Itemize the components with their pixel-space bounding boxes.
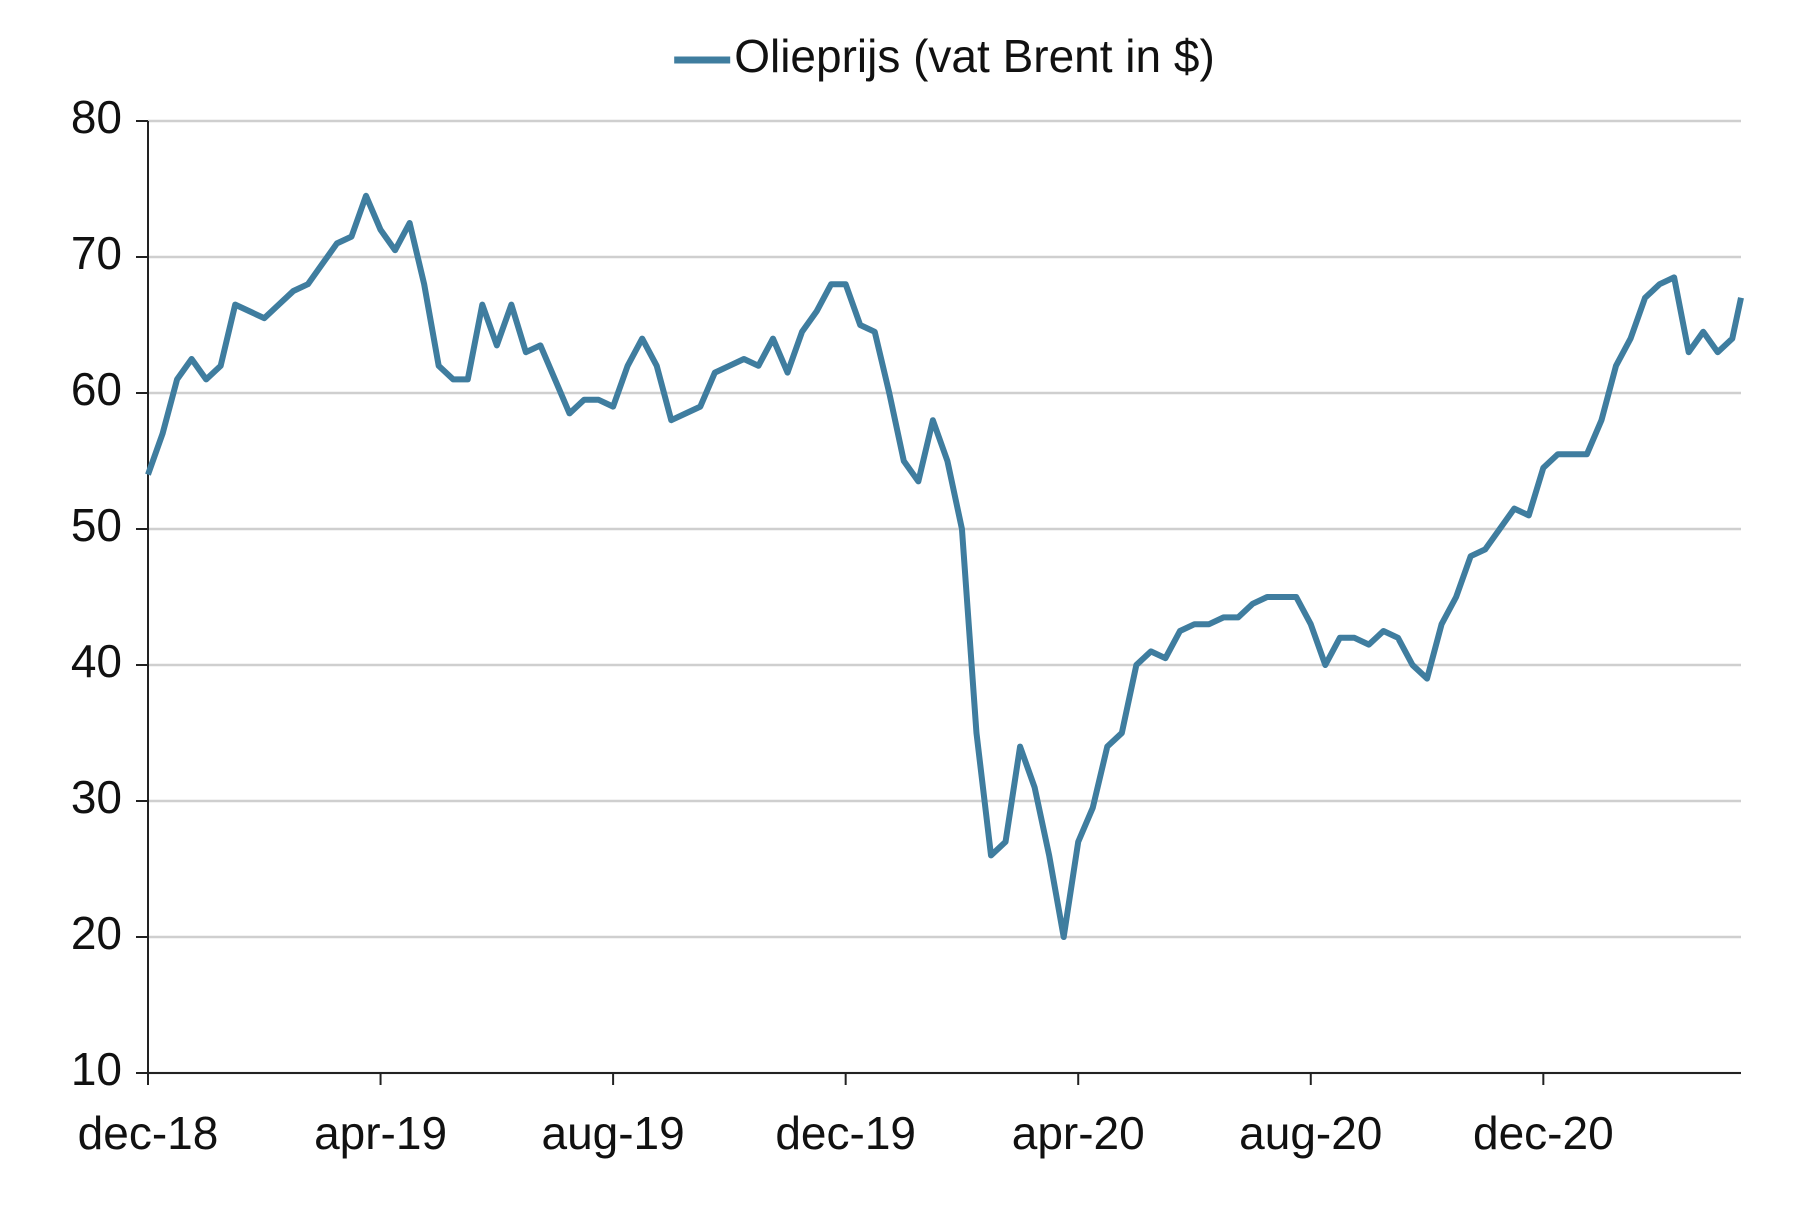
x-tick-label: aug-19	[541, 1107, 684, 1159]
y-tick-label: 30	[71, 771, 122, 823]
y-tick-label: 60	[71, 363, 122, 415]
y-tick-label: 80	[71, 91, 122, 143]
x-tick-label: aug-20	[1239, 1107, 1382, 1159]
line-series	[145, 192, 1744, 940]
x-tick-label: apr-20	[1012, 1107, 1145, 1159]
y-tick-label: 10	[71, 1043, 122, 1095]
x-tick-label: dec-20	[1473, 1107, 1614, 1159]
y-tick-label: 40	[71, 635, 122, 687]
y-tick-label: 20	[71, 907, 122, 959]
legend-label: Olieprijs (vat Brent in $)	[734, 30, 1215, 82]
x-tick-label: dec-18	[78, 1107, 219, 1159]
x-tick-label: apr-19	[314, 1107, 447, 1159]
x-tick-label: dec-19	[775, 1107, 916, 1159]
y-tick-label: 50	[71, 499, 122, 551]
y-tick-label: 70	[71, 227, 122, 279]
